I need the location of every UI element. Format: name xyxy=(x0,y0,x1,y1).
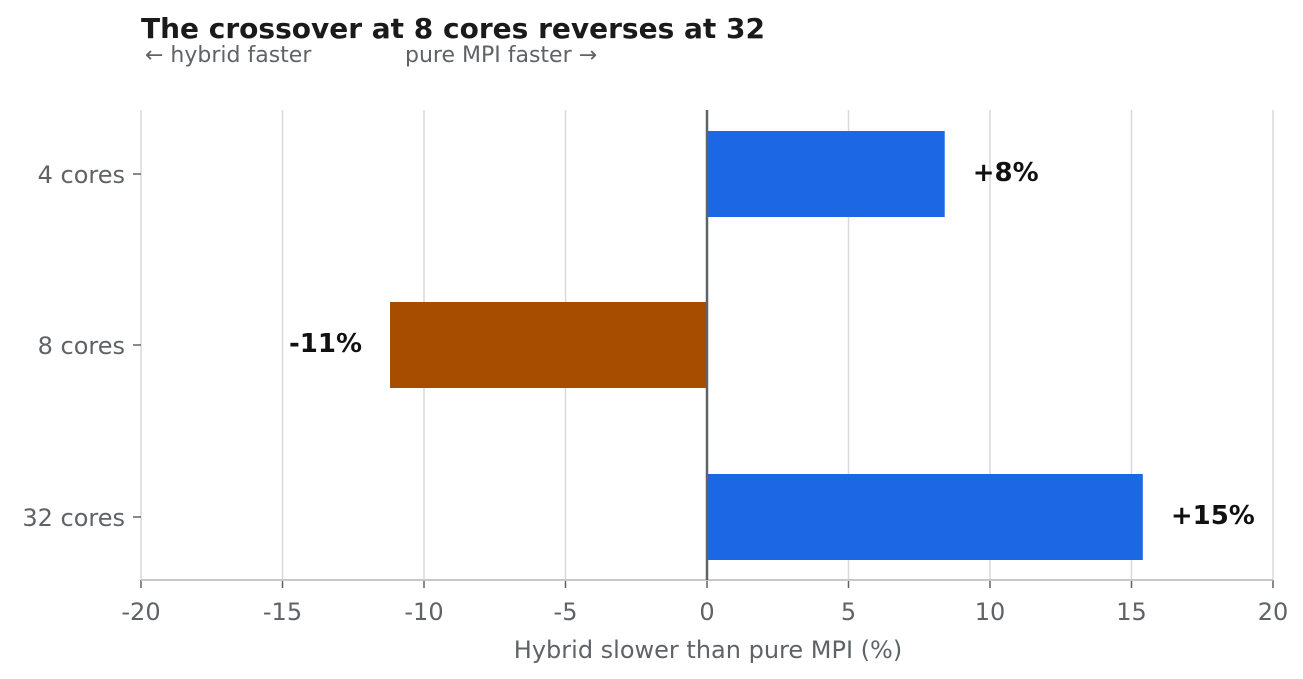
data-label: +15% xyxy=(1171,501,1255,531)
data-labels: +8% -11% +15% xyxy=(289,158,1255,531)
y-tick-label: 8 cores xyxy=(38,332,125,360)
chart-title: The crossover at 8 cores reverses at 32 xyxy=(141,12,765,45)
x-tick-label: 0 xyxy=(699,598,714,626)
bar-32-cores xyxy=(707,474,1143,560)
x-tick-label: 20 xyxy=(1258,598,1289,626)
subtitle-pure-mpi-faster: pure MPI faster → xyxy=(405,43,597,68)
subtitle-hybrid-faster: ← hybrid faster xyxy=(145,43,312,68)
bar-4-cores xyxy=(707,131,945,217)
axes: -20 -15 -10 -5 0 5 10 15 20 4 cores 8 cores 32 core… xyxy=(22,110,1288,626)
y-tick-label: 4 cores xyxy=(38,161,125,189)
x-tick-label: -20 xyxy=(121,598,160,626)
data-label: +8% xyxy=(973,158,1039,188)
x-axis-title: Hybrid slower than pure MPI (%) xyxy=(514,636,902,664)
bars xyxy=(390,131,1143,560)
x-tick-label: -15 xyxy=(263,598,302,626)
x-tick-label: -10 xyxy=(404,598,443,626)
y-tick-label: 32 cores xyxy=(22,504,125,532)
x-tick-label: 5 xyxy=(841,598,856,626)
bar-8-cores xyxy=(390,302,707,388)
x-tick-label: 10 xyxy=(975,598,1006,626)
x-tick-label: 15 xyxy=(1116,598,1147,626)
x-tick-label: -5 xyxy=(554,598,578,626)
data-label: -11% xyxy=(289,329,362,359)
